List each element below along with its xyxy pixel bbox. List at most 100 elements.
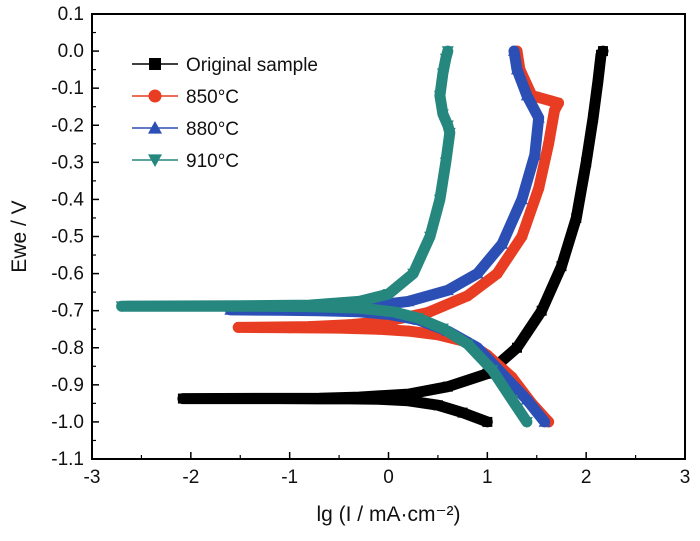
data-point <box>382 289 395 300</box>
data-point <box>412 313 425 325</box>
legend-marker <box>148 89 162 103</box>
x-tick-label: -3 <box>84 467 101 488</box>
data-point <box>373 394 384 405</box>
data-point <box>353 392 364 403</box>
data-point <box>508 45 521 56</box>
y-tick-label: 0.0 <box>58 41 84 62</box>
x-axis-title: lg (I / mA·cm⁻²) <box>316 503 460 526</box>
legend-label: 850°C <box>186 87 239 108</box>
x-tick-label: 2 <box>581 467 592 488</box>
x-tick-label: -2 <box>182 467 199 488</box>
data-point <box>520 393 533 405</box>
data-point <box>588 112 599 123</box>
data-point <box>387 306 400 318</box>
data-point <box>439 53 452 65</box>
data-point <box>403 395 414 406</box>
data-point <box>352 303 365 315</box>
y-tick-label: -0.6 <box>51 264 84 285</box>
data-point <box>520 417 533 428</box>
data-point <box>441 284 454 296</box>
data-point <box>373 323 385 335</box>
x-tick-label: -1 <box>281 467 298 488</box>
data-point <box>343 393 354 404</box>
data-point <box>303 300 316 312</box>
data-point <box>436 68 449 80</box>
data-point <box>461 339 474 351</box>
y-tick-label: -0.1 <box>51 78 84 99</box>
data-point <box>402 325 414 337</box>
data-point <box>506 394 519 406</box>
data-point <box>115 301 128 313</box>
y-axis-title: Ewe / V <box>8 200 31 272</box>
data-point <box>402 295 415 307</box>
series-layer <box>115 45 609 428</box>
y-tick-label: -1.0 <box>51 412 84 433</box>
data-point <box>284 322 296 334</box>
data-point <box>581 157 592 168</box>
data-point <box>491 268 503 280</box>
y-tick-label: -0.8 <box>51 338 84 359</box>
legend-marker <box>148 154 162 167</box>
data-point <box>443 127 456 139</box>
series-910-c <box>115 45 533 428</box>
y-tick-label: -1.1 <box>51 449 84 470</box>
data-point <box>442 381 453 392</box>
data-point <box>515 193 528 205</box>
data-point <box>533 182 545 194</box>
legend-item: 910°C <box>132 151 239 172</box>
x-tick-label: 1 <box>482 467 493 488</box>
data-point <box>546 95 558 107</box>
legend-item: Original sample <box>132 55 318 76</box>
data-point <box>532 111 545 123</box>
legend-label: Original sample <box>186 55 318 76</box>
data-point <box>538 415 551 427</box>
data-point <box>482 416 493 427</box>
data-point <box>441 46 454 58</box>
legend-label: 880°C <box>186 119 239 140</box>
data-point <box>516 231 528 242</box>
legend-marker <box>149 58 161 70</box>
data-point <box>482 368 493 379</box>
data-point <box>433 194 446 206</box>
legend-marker <box>148 121 162 134</box>
series-original-sample <box>177 45 609 428</box>
y-tick-label: 0.1 <box>58 4 84 25</box>
legend-item: 880°C <box>132 119 239 140</box>
data-point <box>433 90 446 102</box>
data-point <box>496 237 509 249</box>
data-point <box>424 231 437 243</box>
legend-label: 910°C <box>186 151 239 172</box>
data-point <box>511 342 522 353</box>
data-point <box>520 89 533 101</box>
data-point <box>234 301 247 312</box>
series-line <box>177 45 609 428</box>
data-point <box>543 138 555 150</box>
data-point <box>432 400 443 411</box>
y-axis: 0.1 0.0 -0.1 -0.2 -0.3 -0.4 -0.5 -0.6 -0.7 -0.8 -0… <box>51 4 99 470</box>
data-point <box>232 321 244 333</box>
data-point <box>593 75 604 86</box>
data-point <box>436 323 449 335</box>
data-point <box>403 389 414 400</box>
data-point <box>314 393 325 404</box>
data-point <box>303 321 315 333</box>
data-point <box>556 261 567 272</box>
y-tick-label: -0.7 <box>51 301 84 322</box>
data-point <box>274 393 285 404</box>
data-point <box>462 290 474 302</box>
data-point <box>571 212 582 223</box>
x-tick-label: 3 <box>680 467 691 488</box>
y-tick-label: -0.9 <box>51 375 84 396</box>
series-line <box>116 45 533 428</box>
data-point <box>343 319 355 331</box>
legend-item: 850°C <box>132 87 239 108</box>
data-point <box>528 148 541 160</box>
data-point <box>536 305 547 316</box>
y-tick-label: -0.5 <box>51 227 84 248</box>
data-point <box>177 393 188 404</box>
data-point <box>333 322 345 334</box>
data-point <box>597 46 608 57</box>
data-point <box>457 407 468 418</box>
data-point <box>486 365 499 376</box>
